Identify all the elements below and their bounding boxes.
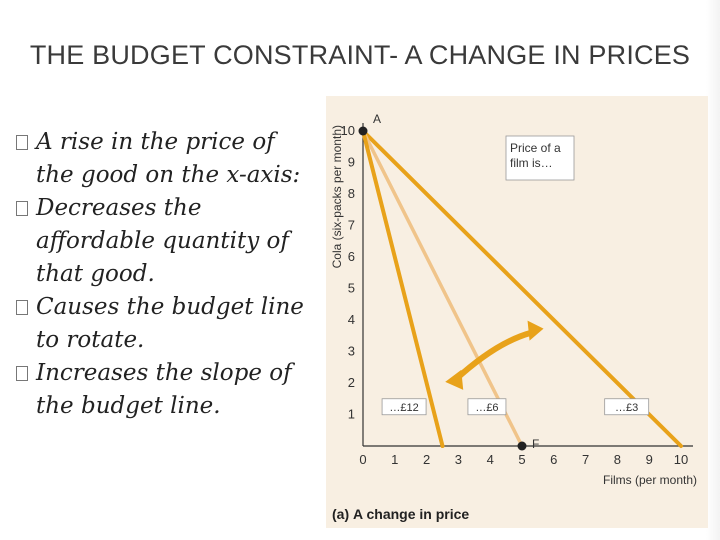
point-marker [517, 441, 527, 451]
bullet-item: Decreases the affordable quantity of tha… [16, 192, 316, 291]
price-label-box [467, 398, 507, 416]
bullet-item: Causes the budget line to rotate. [16, 291, 316, 357]
price-legend-text: film is… [510, 156, 553, 170]
price-label: …£3 [615, 402, 638, 414]
arrowhead-right [527, 320, 544, 341]
x-tick-label: 5 [518, 452, 525, 467]
price-label: …£6 [475, 402, 498, 414]
y-tick-label: 8 [348, 186, 355, 201]
bullet-text-emphasis: slope [200, 360, 262, 386]
x-tick-label: 4 [487, 452, 494, 467]
budget-line [361, 129, 445, 448]
price-legend-box [505, 135, 575, 181]
slide-title: THE BUDGET CONSTRAINT- A CHANGE IN PRICE… [29, 40, 691, 70]
caption-prefix: (a) [332, 506, 350, 522]
budget-line [361, 129, 524, 448]
x-tick-label: 6 [550, 452, 557, 467]
bullet-box-icon [16, 300, 28, 315]
x-axis-label: Films (per month) [603, 473, 697, 487]
x-tick-label: 0 [359, 452, 366, 467]
x-tick-label: 9 [646, 452, 653, 467]
arrowhead-left [445, 369, 464, 390]
x-tick-label: 2 [423, 452, 430, 467]
y-tick-label: 3 [348, 344, 355, 359]
y-tick-label: 7 [348, 218, 355, 233]
bullet-text: Causes the budget line to rotate. [36, 294, 304, 353]
x-tick-label: 8 [614, 452, 621, 467]
bullet-box-icon [16, 201, 28, 216]
bullet-text-pre: Increases the [36, 360, 201, 386]
bullet-text: A rise in the price of the good on the x… [36, 129, 301, 188]
y-axis-label: Cola (six-packs per month) [330, 125, 344, 268]
price-label-box [381, 398, 427, 416]
budget-line-figure: 0 1 2 3 4 5 6 7 8 9 10 1 2 3 4 5 6 7 8 9 10 Films (per month)… [326, 96, 708, 528]
bullet-list: A rise in the price of the good on the x… [16, 126, 316, 423]
bullet-text: Increases the slope of the budget line. [36, 357, 316, 423]
y-tick-label: 6 [348, 249, 355, 264]
bullet-text-post: of the budget line. [36, 360, 292, 419]
figure-caption: (a) A change in price [332, 506, 469, 522]
decorative-side-bar [706, 0, 720, 540]
y-tick-label: 9 [348, 155, 355, 170]
bullet-box-icon [16, 366, 28, 381]
price-label: …£12 [389, 402, 418, 414]
x-tick-label: 1 [391, 452, 398, 467]
price-label-box [604, 398, 650, 416]
y-tick-label: 10 [341, 123, 355, 138]
y-tick-label: 4 [348, 312, 355, 327]
point-label: A [373, 112, 381, 126]
y-tick-label: 5 [348, 281, 355, 296]
bullet-item: Increases the slope of the budget line. [16, 357, 316, 423]
point-label: F [532, 437, 539, 451]
rotation-arrow [453, 329, 533, 383]
bullet-text: Decreases the affordable quantity of tha… [36, 195, 289, 287]
x-tick-label: 3 [455, 452, 462, 467]
bullet-box-icon [16, 135, 28, 150]
x-tick-label: 7 [582, 452, 589, 467]
price-legend-text: Price of a [510, 141, 561, 155]
budget-line [361, 129, 683, 448]
budget-line-chart: 0 1 2 3 4 5 6 7 8 9 10 1 2 3 4 5 6 7 8 9 10 Films (per month)… [330, 112, 697, 487]
bullet-item: A rise in the price of the good on the x… [16, 126, 316, 192]
x-tick-label: 10 [674, 452, 688, 467]
point-marker [358, 126, 368, 136]
caption-text: A change in price [353, 506, 470, 522]
y-tick-label: 2 [348, 375, 355, 390]
y-tick-label: 1 [348, 407, 355, 422]
